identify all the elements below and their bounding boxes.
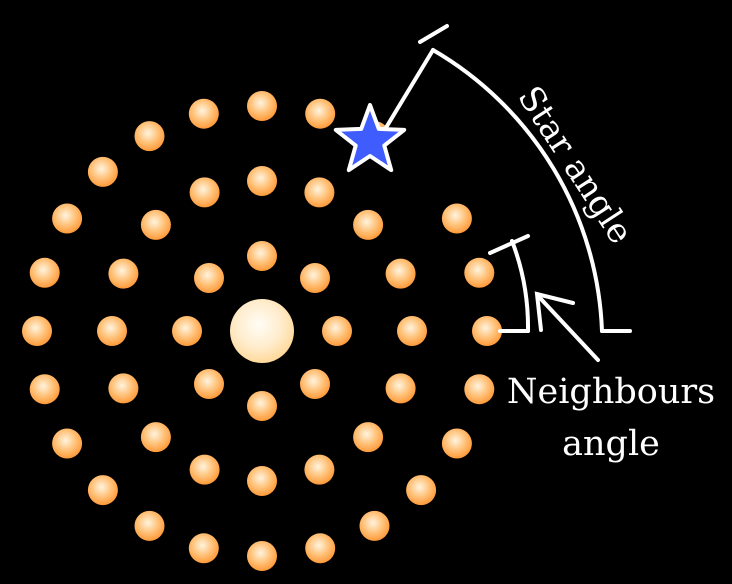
neighbour-dot-middle	[189, 454, 220, 485]
neighbour-dot-inner	[322, 316, 352, 346]
neighbour-dot-middle	[140, 209, 171, 240]
neighbour-dot-inner	[300, 369, 330, 399]
neighbour-dot-middle	[304, 177, 335, 208]
neighbour-dot-outer	[52, 428, 83, 459]
neighbour-dot-inner	[172, 316, 202, 346]
neighbour-dot-outer	[305, 533, 336, 564]
neighbour-dot-outer	[441, 428, 472, 459]
neighbour-dot-middle	[108, 258, 139, 289]
neighbour-dot-middle	[304, 454, 335, 485]
neighbour-dot-middle	[353, 422, 384, 453]
neighbour-dot-outer	[472, 316, 502, 346]
star-angle-arc	[431, 48, 604, 333]
star-angle-tick-top	[418, 24, 449, 44]
neighbour-dot-outer	[406, 475, 437, 506]
neighbour-dot-outer	[188, 98, 219, 129]
neighbour-dot-outer	[87, 156, 118, 187]
neighbours-label-line2: angle	[562, 424, 660, 464]
neighbour-dot-middle	[353, 209, 384, 240]
neighbour-dot-middle	[189, 177, 220, 208]
neighbour-dot-outer	[52, 203, 83, 234]
neighbour-dot-outer	[134, 121, 165, 152]
neighbour-dot-middle	[385, 258, 416, 289]
neighbour-dot-middle	[385, 373, 416, 404]
neighbour-dot-middle	[247, 166, 277, 196]
neighbours-angle-arrow-shaft	[538, 296, 600, 362]
neighbour-dot-inner	[194, 263, 224, 293]
star-icon	[333, 103, 407, 173]
neighbours-angle-arc	[510, 239, 531, 333]
neighbour-dot-outer	[359, 510, 390, 541]
neighbour-dot-outer	[188, 533, 219, 564]
neighbour-dot-middle	[97, 316, 127, 346]
neighbour-dots	[22, 91, 502, 571]
neighbour-dot-outer	[464, 374, 495, 405]
neighbour-dot-outer	[247, 91, 277, 121]
neighbour-dot-outer	[247, 541, 277, 571]
neighbour-dot-outer	[134, 510, 165, 541]
neighbours-label-line1: Neighbours	[507, 372, 715, 412]
neighbour-dot-outer	[441, 203, 472, 234]
neighbour-dot-middle	[140, 422, 171, 453]
star-angle-label: Star angle	[509, 79, 640, 251]
neighbours-angle-arrowhead	[534, 291, 575, 332]
neighbour-dot-outer	[87, 475, 118, 506]
neighbour-dot-middle	[397, 316, 427, 346]
neighbour-dot-inner	[247, 391, 277, 421]
neighbour-dot-outer	[22, 316, 52, 346]
star-angle-pointer-line	[382, 48, 435, 133]
neighbour-dot-outer	[464, 257, 495, 288]
neighbour-dot-middle	[108, 373, 139, 404]
neighbour-dot-middle	[247, 466, 277, 496]
neighbours-angle-marker	[488, 234, 600, 362]
neighbour-dot-inner	[300, 263, 330, 293]
neighbour-dot-outer	[29, 374, 60, 405]
neighbour-dot-outer	[29, 257, 60, 288]
neighbour-dot-outer	[305, 98, 336, 129]
neighbours-angle-tick-top	[488, 234, 530, 255]
neighbour-dot-inner	[194, 369, 224, 399]
star-angle-marker	[382, 24, 632, 333]
neighbour-dot-inner	[247, 241, 277, 271]
center-dot	[230, 299, 294, 363]
